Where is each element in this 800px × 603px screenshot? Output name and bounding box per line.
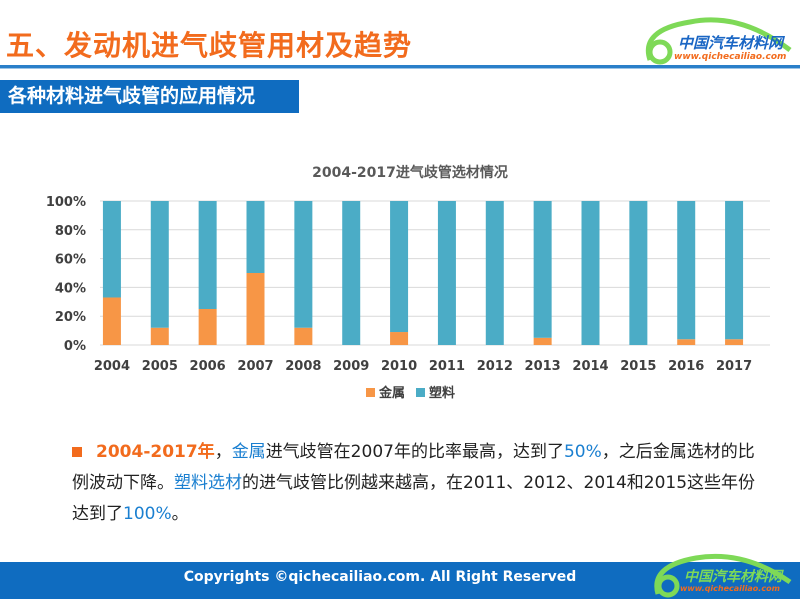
bar-plastic-2014	[581, 201, 600, 345]
bar-metal-2017	[725, 339, 744, 345]
bar-metal-2008	[294, 327, 313, 345]
y-tick-label: 80%	[55, 224, 86, 239]
page-title: 五、发动机进气歧管用材及趋势	[6, 29, 413, 62]
x-tick-label: 2004	[94, 359, 130, 374]
bar-metal-2004	[102, 297, 121, 345]
x-tick-label: 2008	[285, 359, 321, 374]
stacked-bar-chart: 2004-2017进气歧管选材情况 0% 20% 40% 60% 80% 100% 2004…	[46, 164, 770, 401]
bar-plastic-2009	[342, 201, 361, 345]
bar-plastic-2012	[485, 201, 504, 345]
x-tick-label: 2014	[572, 359, 608, 374]
bar-plastic-2004	[102, 201, 121, 298]
section-heading: 各种材料进气歧管的应用情况	[0, 80, 299, 113]
bar-plastic-2005	[150, 201, 169, 328]
bar-plastic-2007	[246, 201, 265, 273]
y-tick-label: 40%	[55, 281, 86, 296]
x-tick-label: 2006	[190, 359, 226, 374]
y-tick-label: 20%	[55, 310, 86, 325]
bar-plastic-2008	[294, 201, 313, 328]
bar-plastic-2010	[390, 201, 409, 333]
bar-metal-2010	[390, 332, 409, 345]
bar-metal-2006	[198, 309, 217, 345]
bullet-icon	[72, 447, 82, 457]
bar-metal-2016	[677, 339, 696, 345]
x-tick-label: 2013	[525, 359, 561, 374]
bar-metal-2005	[150, 327, 169, 345]
legend-swatch-plastic	[416, 388, 425, 397]
bar-plastic-2017	[725, 201, 744, 340]
bar-metal-2013	[533, 337, 552, 345]
bar-plastic-2015	[629, 201, 648, 345]
footer-logo: 中国汽车材料网 www.qichecailiao.com	[640, 548, 800, 599]
description-paragraph: 2004-2017年，金属进气歧管在2007年的比率最高，达到了50%，之后金属…	[72, 442, 756, 524]
y-tick-label: 0%	[64, 339, 86, 354]
x-tick-label: 2005	[142, 359, 178, 374]
legend: 金属 塑料	[366, 385, 455, 401]
bar-plastic-2013	[533, 201, 552, 338]
x-tick-label: 2009	[333, 359, 369, 374]
legend-label-plastic: 塑料	[429, 385, 455, 401]
x-tick-label: 2012	[477, 359, 513, 374]
bar-metal-2007	[246, 273, 265, 345]
header-divider	[0, 65, 800, 69]
y-tick-label: 100%	[46, 195, 86, 210]
x-tick-label: 2015	[620, 359, 656, 374]
x-tick-label: 2007	[237, 359, 273, 374]
logo-car-icon	[646, 17, 792, 65]
chart-title: 2004-2017进气歧管选材情况	[312, 164, 508, 181]
x-tick-label: 2011	[429, 359, 465, 374]
x-tick-label: 2010	[381, 359, 417, 374]
legend-swatch-metal	[366, 388, 375, 397]
bar-plastic-2006	[198, 201, 217, 309]
y-tick-label: 60%	[55, 253, 86, 268]
x-tick-label: 2016	[668, 359, 704, 374]
x-tick-label: 2017	[716, 359, 752, 374]
legend-label-metal: 金属	[378, 385, 405, 401]
logo-car-icon	[654, 553, 792, 598]
bar-plastic-2016	[677, 201, 696, 340]
logo: 中国汽车材料网 www.qichecailiao.com	[630, 10, 800, 68]
bar-plastic-2011	[437, 201, 456, 345]
